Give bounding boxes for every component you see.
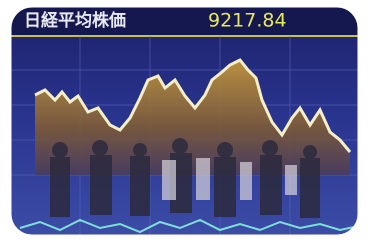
photo: 日経平均株価 9217.84 [0,0,369,242]
index-label: 日経平均株価 [24,10,126,31]
screen: 日経平均株価 9217.84 [0,0,369,242]
index-value: 9217.84 [208,10,287,32]
page: 日経平均株価 9217.84 (() => { const data = JSO… [0,0,369,242]
